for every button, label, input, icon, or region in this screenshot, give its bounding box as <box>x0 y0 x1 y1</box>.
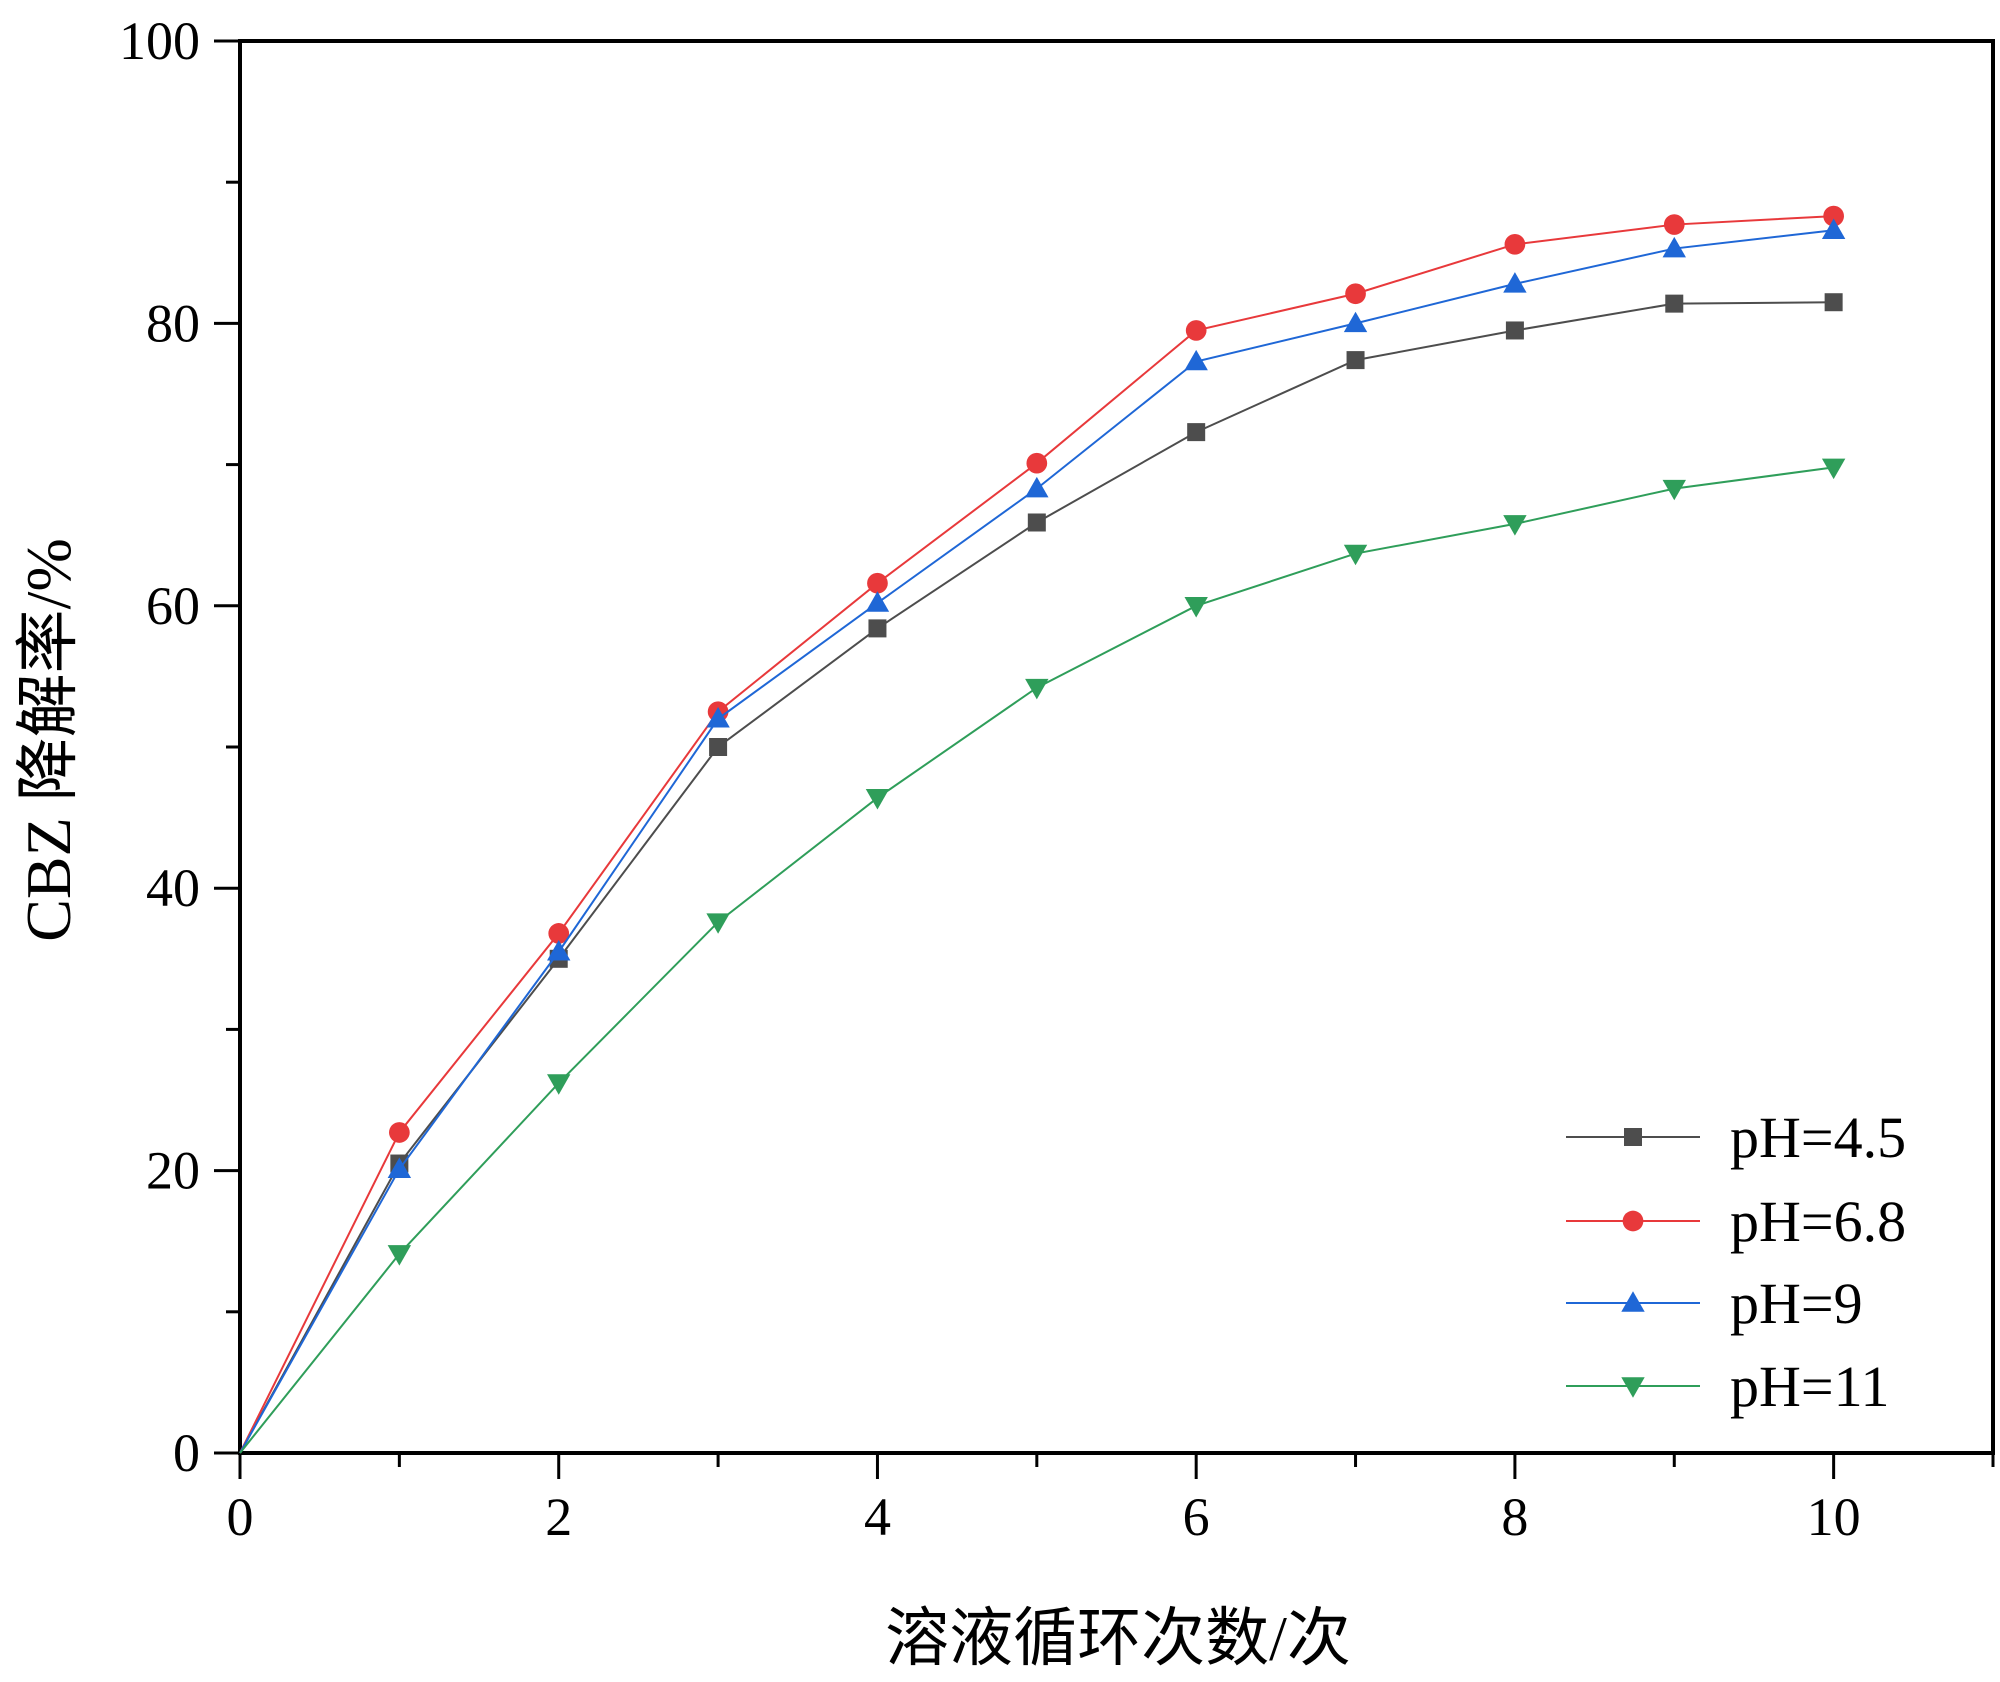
series-line <box>239 229 1834 1454</box>
data-point <box>1343 544 1368 566</box>
legend-label: pH=6.8 <box>1730 1189 1906 1254</box>
data-point <box>548 923 570 944</box>
data-point <box>1504 233 1526 255</box>
data-point <box>547 940 571 961</box>
data-point <box>1823 205 1844 227</box>
data-point <box>1026 452 1048 474</box>
data-point <box>1503 272 1527 293</box>
data-point <box>1665 294 1684 313</box>
data-point <box>865 789 890 810</box>
data-point <box>1663 214 1685 235</box>
data-point <box>1345 283 1366 305</box>
data-point <box>1662 236 1686 258</box>
x-tick-label: 4 <box>864 1487 891 1547</box>
legend: pH=4.5 pH=6.8 pH=9 pH=11 <box>1566 1105 1906 1419</box>
data-point <box>867 572 888 594</box>
series-pH=6.8 <box>239 205 1844 1454</box>
y-tick-label: 20 <box>146 1141 200 1201</box>
data-point <box>1185 320 1207 341</box>
data-point <box>547 1074 571 1095</box>
series-line <box>239 215 1834 1454</box>
data-point <box>1184 597 1208 618</box>
series-layer <box>239 205 1846 1454</box>
legend-item: pH=9 <box>1566 1271 1863 1336</box>
legend-marker <box>1624 1128 1642 1146</box>
y-tick-label: 100 <box>119 11 200 71</box>
data-point <box>868 619 887 638</box>
x-tick-label: 2 <box>545 1487 572 1547</box>
x-tick-label: 0 <box>227 1487 254 1547</box>
data-point <box>1821 458 1846 480</box>
data-point <box>1184 349 1208 371</box>
y-tick-label: 0 <box>173 1423 200 1483</box>
data-point <box>387 1157 412 1178</box>
x-axis-title: 溶液循环次数/次 <box>885 1603 1351 1674</box>
x-tick-label: 10 <box>1807 1487 1861 1547</box>
legend-marker <box>1622 1210 1644 1232</box>
legend-label: pH=4.5 <box>1730 1105 1906 1170</box>
data-point <box>1343 311 1368 333</box>
x-tick-label: 6 <box>1183 1487 1210 1547</box>
y-tick-label: 40 <box>146 858 200 918</box>
series-pH=9 <box>239 218 1846 1454</box>
data-point <box>1025 476 1049 498</box>
data-point <box>1187 423 1206 442</box>
data-point <box>1025 678 1049 700</box>
data-point <box>1662 479 1686 501</box>
series-pH=4.5 <box>239 293 1843 1454</box>
data-point <box>1824 293 1843 312</box>
y-axis-title: CBZ 降解率/% <box>13 538 84 942</box>
data-point <box>709 738 728 756</box>
legend-marker <box>1621 1377 1645 1398</box>
legend-label: pH=11 <box>1730 1354 1889 1419</box>
y-tick-label: 80 <box>146 293 200 353</box>
data-point <box>1821 218 1846 239</box>
series-line <box>239 466 1834 1454</box>
data-point <box>389 1122 410 1143</box>
legend-item: pH=4.5 <box>1566 1105 1906 1170</box>
data-point <box>1503 515 1527 536</box>
data-point <box>387 1245 412 1266</box>
data-point <box>706 707 730 728</box>
data-point <box>1027 513 1046 532</box>
series-pH=11 <box>239 458 1846 1454</box>
data-point <box>1505 321 1524 340</box>
data-point <box>1346 351 1365 370</box>
legend-item: pH=11 <box>1566 1354 1889 1419</box>
legend-label: pH=9 <box>1730 1271 1863 1336</box>
legend-item: pH=6.8 <box>1566 1189 1906 1254</box>
series-line <box>239 301 1834 1454</box>
x-tick-label: 8 <box>1501 1487 1528 1547</box>
legend-marker <box>1621 1291 1645 1312</box>
data-point <box>865 591 890 612</box>
y-tick-label: 60 <box>146 576 200 636</box>
data-point <box>706 913 730 934</box>
